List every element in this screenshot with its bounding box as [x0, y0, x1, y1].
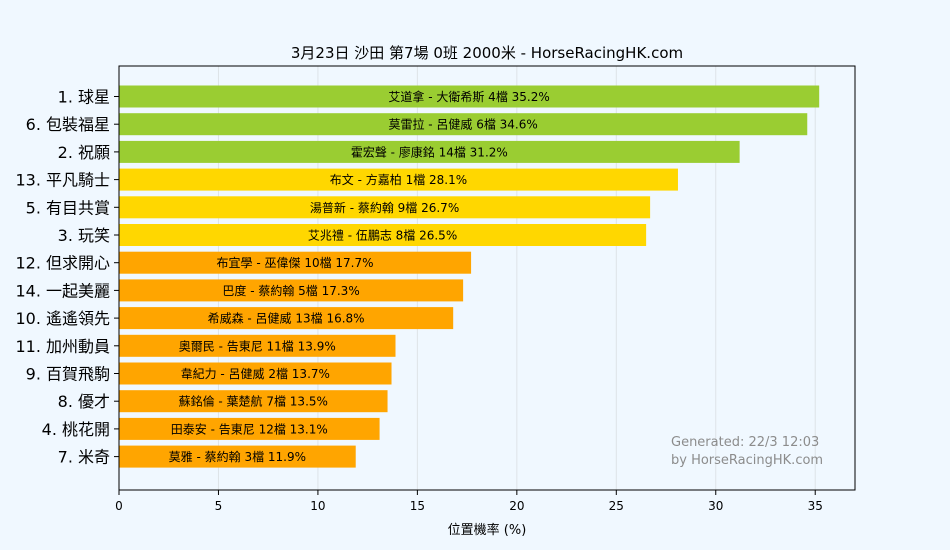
y-tick-label: 5. 有目共賞 — [26, 198, 110, 217]
y-tick-label: 11. 加州動員 — [15, 337, 110, 356]
bar — [119, 307, 454, 330]
bar — [119, 85, 820, 108]
bar-data-label: 巴度 - 蔡約翰 5檔 17.3% — [222, 283, 359, 298]
bar — [119, 362, 392, 385]
bar-data-label: 湯普新 - 蔡約翰 9檔 26.7% — [310, 200, 459, 215]
bar-data-label: 蘇銘倫 - 葉楚航 7檔 13.5% — [179, 394, 328, 409]
bar-data-label: 莫雅 - 蔡約翰 3檔 11.9% — [169, 449, 306, 464]
y-tick-label: 10. 遙遙領先 — [15, 309, 110, 328]
watermark-generated: Generated: 22/3 12:03 — [671, 435, 819, 450]
plot-frame — [118, 65, 856, 491]
y-tick-label: 9. 百賀飛駒 — [26, 365, 110, 384]
bar — [119, 251, 472, 274]
x-tick-label: 15 — [410, 499, 425, 513]
x-tick-label: 5 — [215, 499, 223, 513]
bar — [119, 390, 388, 413]
x-tick-label: 35 — [808, 499, 823, 513]
bar-data-label: 希威森 - 呂健威 13檔 16.8% — [208, 311, 365, 326]
bar — [119, 417, 380, 440]
bar — [119, 168, 678, 191]
y-tick-label: 7. 米奇 — [58, 448, 110, 467]
y-tick-label: 6. 包裝福星 — [26, 115, 110, 134]
bar-data-label: 韋紀力 - 呂健威 2檔 13.7% — [181, 367, 330, 381]
x-tick-label: 20 — [509, 499, 524, 513]
bar-data-label: 艾兆禮 - 伍鵬志 8檔 26.5% — [308, 229, 457, 243]
bar-data-label: 霍宏聲 - 廖康銘 14檔 31.2% — [351, 144, 508, 159]
x-tick-label: 25 — [609, 499, 624, 513]
y-tick-label: 2. 祝願 — [58, 143, 110, 162]
bar-data-label: 奧爾民 - 告東尼 11檔 13.9% — [179, 339, 336, 353]
y-tick-label: 1. 球星 — [58, 88, 110, 107]
bar — [119, 445, 356, 468]
y-tick-label: 8. 優才 — [58, 392, 110, 411]
y-tick-label: 14. 一起美麗 — [15, 281, 110, 300]
x-tick-label: 0 — [115, 499, 123, 513]
bar-data-label: 布宜學 - 巫偉傑 10檔 17.7% — [217, 255, 374, 270]
chart-title: 3月23日 沙田 第7場 0班 2000米 - HorseRacingHK.co… — [291, 44, 683, 62]
gridlines — [217, 66, 816, 490]
y-tick-label: 13. 平凡騎士 — [15, 171, 110, 190]
y-tick-label: 4. 桃花開 — [42, 420, 110, 439]
y-tick-label: 3. 玩笑 — [58, 226, 110, 245]
bar-data-label: 田泰安 - 告東尼 12檔 13.1% — [171, 421, 328, 436]
bar — [119, 279, 464, 302]
bar — [119, 196, 651, 219]
bar — [119, 334, 396, 357]
bar — [119, 113, 808, 136]
x-tick-label: 10 — [310, 499, 325, 513]
bar-data-label: 布文 - 方嘉柏 1檔 28.1% — [330, 172, 467, 187]
x-axis-ticks: 0 5 10 15 20 25 30 35 — [115, 490, 823, 513]
x-tick-label: 30 — [708, 499, 723, 513]
bar — [119, 140, 740, 163]
bar-data-label: 艾道拿 - 大衛希斯 4檔 35.2% — [388, 89, 549, 104]
x-axis-label: 位置機率 (%) — [448, 522, 527, 538]
bar-data-label: 莫雷拉 - 呂健威 6檔 34.6% — [388, 117, 537, 132]
bars: 1. 球星 艾道拿 - 大衛希斯 4檔 35.2% 6. 包裝福星 莫雷拉 - 呂健威… — [15, 85, 820, 468]
watermark-site: by HorseRacingHK.com — [671, 453, 823, 468]
y-tick-label: 12. 但求開心 — [15, 254, 110, 273]
bar — [119, 224, 647, 246]
